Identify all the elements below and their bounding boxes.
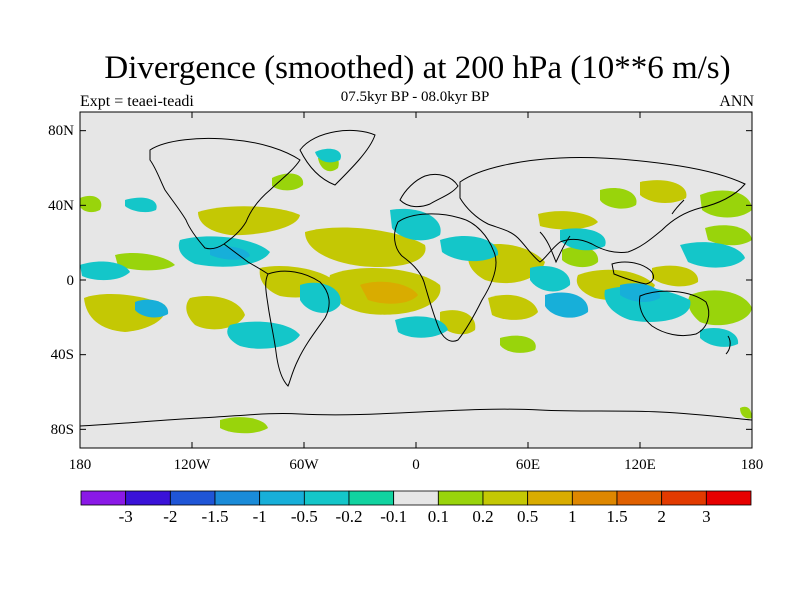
divergence-patch [652,265,699,287]
divergence-patch [80,261,130,281]
colorbar-label: -1 [252,507,267,526]
divergence-patch [305,227,426,268]
colorbar-label: -3 [118,507,133,526]
divergence-patch [300,282,341,313]
coastline-maritime-continent [611,261,654,285]
colorbar [80,490,752,506]
divergence-patch [135,299,169,318]
coastline-central-america [223,243,269,275]
divergence-patch [530,265,571,292]
divergence-patch [688,290,752,326]
y-tick-label: 40N [48,198,74,214]
colorbar-swatch [259,490,305,506]
colorbar-label: -2 [163,507,178,526]
coastlines [80,129,752,427]
colorbar-label: 0.5 [517,507,539,526]
axis-ticks [79,112,753,448]
coastline-south-america [265,270,330,387]
divergence-field [80,148,752,434]
period-subtitle: 07.5kyr BP - 08.0kyr BP [340,89,490,105]
colorbar-swatch [214,490,261,506]
y-tick-label: 80S [50,422,74,438]
y-tick-label: 80N [48,123,74,139]
colorbar-label: -0.2 [335,507,363,526]
divergence-patch [620,283,661,302]
experiment-label: Expt = teaei-teadi [80,93,194,110]
divergence-patch [390,208,441,241]
y-tick-label: 40S [50,347,74,363]
x-tick-label: 60E [515,457,541,473]
colorbar-swatch [169,490,216,506]
colorbar-label: -0.5 [290,507,318,526]
colorbar-swatch [571,490,618,506]
coastline-asia [459,156,746,263]
coastline-africa [394,213,497,342]
season-label: ANN [719,93,754,110]
coastline-australia [639,290,710,337]
colorbar-label: -1.5 [201,507,229,526]
colorbar-swatch [125,490,171,506]
divergence-patch [700,327,739,347]
divergence-patch [488,294,538,320]
x-tick-label: 180 [68,457,92,473]
divergence-patch [220,417,268,434]
colorbar-label: 3 [702,507,711,526]
colorbar-swatch [303,490,350,506]
coastline-japan [671,199,685,215]
colorbar-label: 0.1 [427,507,449,526]
colorbar-swatch [482,490,529,506]
divergence-patch [315,148,341,163]
coastline-new-zealand [725,335,731,355]
coastline-north-america [149,138,301,250]
coastline-india [539,231,571,264]
divergence-patch [538,211,598,230]
colorbar-label: 0.2 [472,507,494,526]
divergence-patch [125,197,157,213]
divergence-patch [186,295,245,330]
colorbar-label: -0.1 [380,507,408,526]
colorbar-label: 1 [568,507,577,526]
x-tick-label: 60W [289,457,319,473]
divergence-patch [198,206,300,236]
coastline-antarctica [80,408,752,427]
divergence-patch [440,235,499,262]
coastline-greenland [299,129,376,186]
page-title: Divergence (smoothed) at 200 hPa (10**6 … [104,50,731,86]
colorbar-swatch [393,490,439,506]
x-tick-label: 180 [740,457,764,473]
divergence-patch [562,246,599,268]
divergence-patch [227,321,300,349]
divergence-patch [700,190,752,218]
x-tick-label: 120E [624,457,656,473]
divergence-patch [80,195,102,213]
divergence-patch [600,187,637,209]
colorbar-swatch [616,490,663,506]
divergence-patch [680,242,745,268]
divergence-patch [740,406,752,419]
divergence-patch [705,225,752,246]
x-tick-label: 120W [173,457,211,473]
colorbar-label: 2 [657,507,666,526]
divergence-patch [115,253,175,271]
x-tick-label: 0 [412,457,420,473]
colorbar-swatch [705,490,752,506]
divergence-patch [395,316,448,338]
divergence-patch [272,173,304,191]
colorbar-swatch [437,490,484,506]
coastline-europe [399,173,459,208]
colorbar-swatch [661,490,707,506]
colorbar-swatch [80,490,127,506]
y-tick-label: 0 [66,273,75,289]
colorbar-swatch [348,490,395,506]
divergence-patch [545,292,589,318]
colorbar-label: 1.5 [606,507,628,526]
colorbar-swatch [527,490,573,506]
divergence-patch [500,335,536,353]
divergence-patch [360,281,418,304]
divergence-patch [640,180,687,204]
